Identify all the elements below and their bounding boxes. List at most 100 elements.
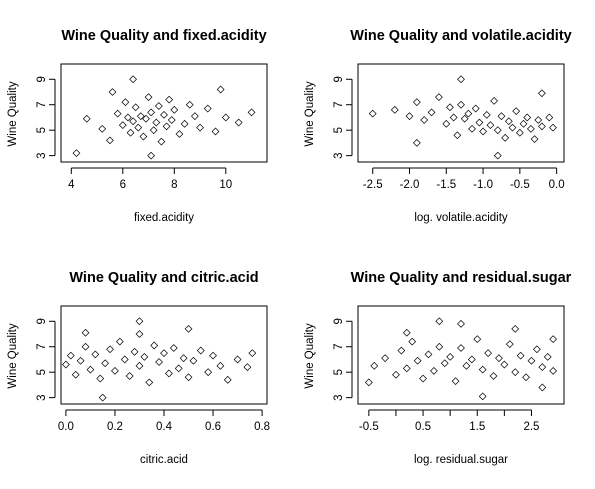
- data-point: [440, 359, 449, 368]
- x-axis-label: log. residual.sugar: [414, 454, 508, 466]
- data-point: [543, 353, 552, 361]
- data-point: [86, 365, 95, 374]
- x-tick-label: 10: [219, 179, 232, 191]
- y-tick-label: 3: [333, 394, 345, 400]
- data-point: [408, 337, 417, 346]
- x-tick-label: 6: [120, 179, 126, 191]
- data-point: [149, 126, 158, 135]
- data-point: [150, 341, 159, 350]
- data-point: [185, 100, 194, 109]
- chart-title: Wine Quality and residual.sugar: [351, 270, 572, 286]
- data-point: [145, 378, 154, 387]
- data-point: [174, 364, 183, 373]
- data-point: [457, 100, 465, 109]
- data-point: [96, 374, 105, 383]
- data-point: [160, 111, 168, 119]
- data-point: [512, 107, 521, 115]
- y-tick-label: 9: [333, 318, 345, 324]
- data-point: [72, 149, 81, 157]
- data-point: [538, 383, 547, 392]
- data-point: [412, 98, 421, 107]
- data-point: [180, 119, 189, 128]
- data-point: [101, 359, 110, 368]
- data-point: [162, 122, 171, 131]
- data-point: [467, 355, 476, 364]
- plot-frame: [357, 305, 565, 405]
- data-point: [189, 356, 198, 365]
- data-point: [446, 103, 454, 112]
- data-point: [468, 125, 476, 133]
- x-tick-label: 0.0: [58, 421, 74, 433]
- data-point: [216, 85, 225, 94]
- data-point: [397, 346, 406, 355]
- data-point: [390, 105, 399, 114]
- y-axis-label: Wine Quality: [7, 81, 19, 146]
- plot-frame: [60, 63, 268, 163]
- scatter-panel-citric-acid: Wine Quality and citric.acid citric.acid…: [7, 270, 270, 466]
- x-tick-label: 8: [171, 179, 177, 191]
- y-tick-label: 5: [36, 127, 48, 133]
- y-axis: 3 5 7 9: [36, 76, 56, 159]
- data-point: [98, 393, 107, 402]
- data-point: [538, 122, 546, 131]
- data-point: [152, 118, 161, 127]
- data-point: [420, 116, 429, 124]
- data-point: [424, 350, 433, 359]
- data-point: [549, 335, 558, 343]
- data-point: [129, 75, 137, 84]
- data-point: [381, 354, 389, 363]
- x-tick-label: -2.0: [400, 179, 420, 191]
- data-point: [169, 344, 178, 352]
- data-point: [216, 361, 225, 370]
- data-point: [486, 121, 495, 129]
- data-point: [155, 358, 163, 366]
- data-point: [478, 392, 487, 401]
- data-point: [370, 361, 379, 370]
- y-tick-label: 3: [333, 152, 345, 158]
- data-point: [196, 123, 204, 132]
- data-point: [475, 118, 484, 127]
- x-tick-label: 0.5: [415, 421, 431, 433]
- y-tick-label: 5: [333, 127, 345, 133]
- y-tick-label: 9: [333, 76, 345, 82]
- data-point: [125, 372, 134, 380]
- data-point: [538, 363, 547, 371]
- data-point: [392, 370, 400, 379]
- y-tick-label: 3: [36, 152, 48, 158]
- data-point: [519, 119, 528, 128]
- data-point: [62, 360, 70, 369]
- x-tick-label: 1.5: [469, 421, 485, 433]
- scatter-panel-residual-sugar: Wine Quality and residual.sugar log. res…: [304, 270, 572, 466]
- data-point: [167, 116, 176, 124]
- x-tick-label: 2.5: [523, 421, 539, 433]
- data-point: [435, 317, 444, 326]
- y-axis-label: Wine Quality: [7, 323, 19, 388]
- data-point: [131, 103, 140, 112]
- data-point: [364, 378, 373, 387]
- data-points: [364, 317, 558, 401]
- y-tick-label: 5: [333, 369, 345, 375]
- data-point: [402, 328, 411, 337]
- data-point: [527, 356, 536, 365]
- data-point: [460, 114, 469, 123]
- y-axis-label: Wine Quality: [304, 81, 316, 146]
- data-point: [139, 132, 148, 141]
- chart-title: Wine Quality and volatile.acidity: [350, 28, 571, 44]
- data-point: [135, 330, 144, 338]
- data-point: [473, 335, 482, 343]
- data-point: [170, 105, 179, 114]
- data-point: [71, 370, 80, 379]
- data-point: [184, 325, 193, 333]
- data-point: [526, 125, 535, 133]
- data-point: [419, 374, 427, 383]
- data-point: [154, 102, 163, 110]
- chart-title: Wine Quality and citric.acid: [69, 270, 258, 286]
- data-point: [233, 355, 242, 364]
- data-point: [108, 88, 117, 96]
- x-axis-label: log. volatile.acidity: [414, 212, 508, 224]
- data-point: [136, 112, 145, 121]
- data-point: [427, 108, 436, 117]
- data-point: [489, 372, 498, 380]
- data-point: [113, 109, 122, 118]
